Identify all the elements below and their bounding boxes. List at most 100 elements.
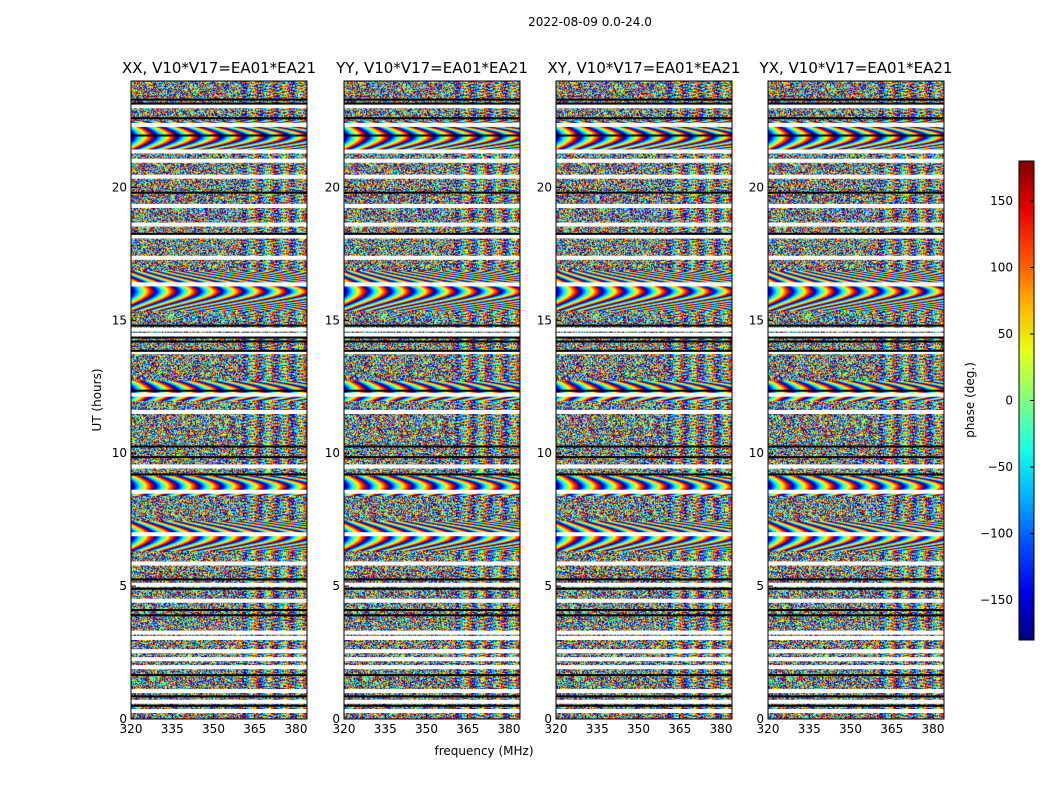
flag-stripe xyxy=(768,350,944,355)
gap-line xyxy=(556,98,732,101)
flag-stripe xyxy=(344,174,520,179)
gap-line xyxy=(131,674,307,677)
gap-line xyxy=(344,340,520,343)
flag-stripe xyxy=(344,657,520,662)
flag-stripe xyxy=(344,255,520,260)
gap-line xyxy=(344,614,520,617)
flag-stripe xyxy=(344,104,520,109)
flag-stripe xyxy=(556,392,732,397)
gap-line xyxy=(556,695,732,698)
y-tick-label: 0 xyxy=(332,712,340,726)
colorbar-tick-label: 0 xyxy=(1005,394,1013,408)
flag-stripe xyxy=(768,689,944,694)
gap-line xyxy=(131,102,307,105)
gap-line xyxy=(344,578,520,581)
gap-line xyxy=(344,336,520,339)
flag-stripe xyxy=(131,532,307,537)
gap-line xyxy=(131,609,307,612)
flag-stripe xyxy=(131,255,307,260)
gap-line xyxy=(556,232,732,235)
gap-line xyxy=(556,134,732,137)
flag-stripe xyxy=(768,158,944,163)
gap-line xyxy=(768,587,944,590)
plot-frame xyxy=(767,80,945,720)
x-tick-label: 365 xyxy=(456,722,479,736)
flag-stripe xyxy=(768,409,944,414)
flag-stripe xyxy=(768,282,944,287)
gap-line xyxy=(768,232,944,235)
flag-stripe xyxy=(131,149,307,154)
x-tick-label: 365 xyxy=(880,722,903,736)
colorbar: −150 −100 −50 0 50 100 150 xyxy=(980,160,1035,641)
flag-stripe xyxy=(556,104,732,109)
flag-stripe xyxy=(344,350,520,355)
flag-stripe xyxy=(556,532,732,537)
gap-line xyxy=(768,389,944,392)
flag-stripe xyxy=(131,409,307,414)
gap-line xyxy=(131,340,307,343)
gap-line xyxy=(556,191,732,194)
gap-line xyxy=(556,587,732,590)
x-tick-label: 335 xyxy=(374,722,397,736)
flag-stripe xyxy=(768,709,944,714)
gap-line xyxy=(344,324,520,327)
flag-stripe xyxy=(344,234,520,239)
flag-stripe xyxy=(768,332,944,337)
colorbar-label: phase (deg.) xyxy=(963,362,977,438)
flag-stripe xyxy=(556,709,732,714)
flag-stripe xyxy=(131,203,307,208)
flag-stripe xyxy=(344,332,520,337)
gap-line xyxy=(768,473,944,476)
flag-stripe xyxy=(131,327,307,332)
flag-stripe xyxy=(556,234,732,239)
panel-yy: YY, V10*V17=EA01*EA21 320 335 350 365 380 0 5 10… xyxy=(325,59,528,736)
gap-line xyxy=(556,336,732,339)
gap-line xyxy=(768,324,944,327)
gap-line xyxy=(768,456,944,459)
flag-stripe xyxy=(131,464,307,469)
gap-line xyxy=(768,578,944,581)
flag-stripe xyxy=(344,489,520,494)
flag-stripe xyxy=(768,582,944,587)
flag-stripe xyxy=(131,104,307,109)
colorbar-tick-label: 50 xyxy=(998,327,1013,341)
gap-line xyxy=(344,704,520,707)
y-tick-label: 20 xyxy=(325,180,340,194)
panel-title: XX, V10*V17=EA01*EA21 xyxy=(122,59,316,77)
y-tick-label: 5 xyxy=(332,579,340,593)
x-tick-label: 320 xyxy=(545,722,568,736)
heatmap-image xyxy=(768,81,944,719)
flag-stripe xyxy=(768,149,944,154)
gap-line xyxy=(131,445,307,448)
flag-stripe xyxy=(131,630,307,635)
flag-stripe xyxy=(768,392,944,397)
colorbar-tick-label: −50 xyxy=(988,460,1013,474)
x-tick-label: 350 xyxy=(202,722,225,736)
gap-line xyxy=(768,117,944,120)
y-tick-label: 10 xyxy=(112,446,127,460)
figure-title: 2022-08-09 0.0-24.0 xyxy=(528,15,652,29)
flag-stripe xyxy=(768,649,944,654)
flag-stripe xyxy=(131,665,307,670)
flag-stripe xyxy=(131,582,307,587)
flag-stripe xyxy=(768,234,944,239)
flag-stripe xyxy=(556,649,732,654)
flag-stripe xyxy=(344,282,520,287)
x-tick-label: 365 xyxy=(243,722,266,736)
gap-line xyxy=(768,349,944,352)
gap-line xyxy=(131,117,307,120)
gap-line xyxy=(131,389,307,392)
flag-stripe xyxy=(556,158,732,163)
flag-stripe xyxy=(556,350,732,355)
flag-stripe xyxy=(344,149,520,154)
panel-title: YY, V10*V17=EA01*EA21 xyxy=(335,59,528,77)
flag-stripe xyxy=(131,282,307,287)
x-tick-label: 380 xyxy=(922,722,945,736)
x-axis-label: frequency (MHz) xyxy=(434,744,533,758)
x-tick-label: 320 xyxy=(757,722,780,736)
flag-stripe xyxy=(768,489,944,494)
flag-stripe xyxy=(344,122,520,127)
gap-line xyxy=(344,609,520,612)
flag-stripe xyxy=(556,174,732,179)
gap-line xyxy=(344,191,520,194)
